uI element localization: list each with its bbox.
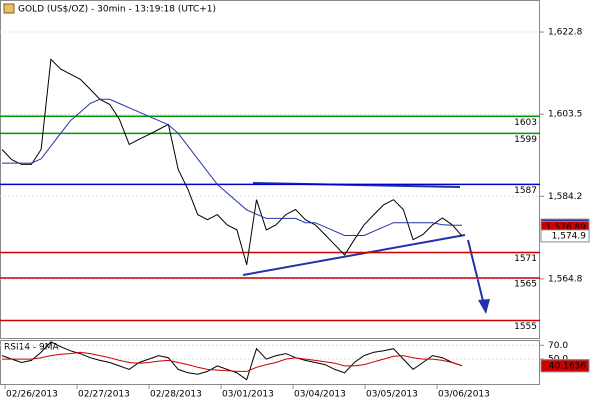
y-tick-label: 1,564.8 [548,274,583,284]
y-tick-label: 1,584.2 [548,192,582,202]
level-label: 1555 [514,322,537,332]
x-tick-label: 03/05/2013 [366,390,418,400]
level-label: 1565 [514,280,537,290]
series-line [2,351,463,372]
y-tick-label: 1,603.5 [548,110,582,120]
x-tick-label: 02/27/2013 [78,390,130,400]
arrow-head [478,299,490,314]
level-label: 1571 [514,254,537,264]
price-panel [0,0,540,339]
price-tag-label: 40.1636 [549,361,586,371]
x-tick-label: 03/01/2013 [222,390,274,400]
trendline [242,234,466,276]
level-label: 1587 [514,186,537,196]
price-tag [540,229,590,243]
x-tick-label: 02/28/2013 [150,390,202,400]
icon [3,3,15,14]
price-tag [540,359,590,373]
level-label: 1603 [514,118,537,128]
x-tick-label: 02/26/2013 [6,390,58,400]
level-label: 1599 [514,135,537,145]
y-tick-label: 1,622.8 [548,28,583,38]
forecast-arrow [467,239,485,306]
x-tick-label: 03/06/2013 [438,390,490,400]
series-line [2,98,462,236]
y-tick-label: 70.0 [548,341,568,351]
x-tick-label: 03/04/2013 [294,390,346,400]
series-line [1,58,463,265]
chart-title: GOLD (US$/OZ) - 30min - 13:19:18 (UTC+1) [18,5,216,15]
price-tag-label: 1,576.89 [546,223,586,233]
rsi-title: RSI14 - 9MA [4,343,60,353]
rsi-panel [0,340,540,385]
price-tag-label: 1,574.9 [552,231,587,241]
